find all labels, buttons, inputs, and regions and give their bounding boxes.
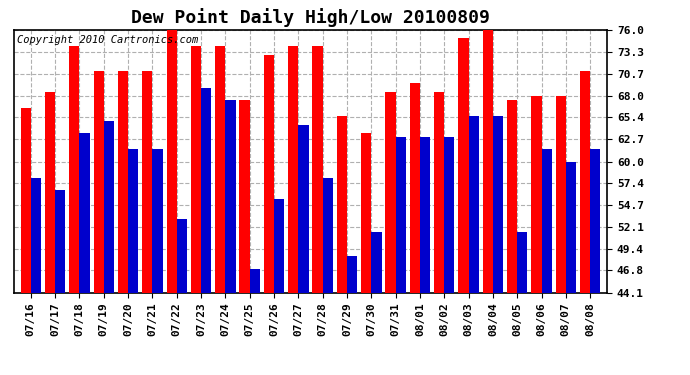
Bar (250, 268, 260, 292)
Bar (298, 124, 308, 292)
Bar (483, 30, 493, 292)
Bar (323, 178, 333, 292)
Bar (347, 256, 357, 292)
Bar (118, 71, 128, 292)
Bar (94, 71, 104, 292)
Bar (201, 88, 211, 292)
Bar (434, 92, 444, 292)
Bar (166, 30, 177, 292)
Bar (337, 116, 347, 292)
Bar (128, 149, 138, 292)
Bar (79, 133, 90, 292)
Bar (361, 133, 371, 292)
Bar (566, 162, 576, 292)
Bar (518, 232, 527, 292)
Bar (395, 137, 406, 292)
Bar (142, 71, 152, 292)
Bar (493, 116, 503, 292)
Bar (313, 46, 323, 292)
Bar (69, 46, 79, 292)
Bar (371, 232, 382, 292)
Bar (580, 71, 590, 292)
Bar (542, 149, 552, 292)
Title: Dew Point Daily High/Low 20100809: Dew Point Daily High/Low 20100809 (131, 8, 490, 27)
Bar (152, 149, 163, 292)
Bar (215, 46, 226, 292)
Bar (590, 149, 600, 292)
Bar (177, 219, 187, 292)
Bar (55, 190, 66, 292)
Bar (31, 178, 41, 292)
Bar (191, 46, 201, 292)
Bar (531, 96, 542, 292)
Bar (458, 38, 469, 292)
Bar (288, 46, 298, 292)
Bar (555, 96, 566, 292)
Bar (386, 92, 395, 292)
Bar (410, 84, 420, 292)
Bar (507, 100, 518, 292)
Bar (264, 55, 274, 292)
Bar (444, 137, 455, 292)
Bar (420, 137, 430, 292)
Bar (45, 92, 55, 292)
Bar (469, 116, 479, 292)
Bar (226, 100, 235, 292)
Bar (104, 120, 114, 292)
Bar (239, 100, 250, 292)
Bar (21, 108, 31, 292)
Bar (274, 199, 284, 292)
Text: Copyright 2010 Cartronics.com: Copyright 2010 Cartronics.com (17, 35, 198, 45)
